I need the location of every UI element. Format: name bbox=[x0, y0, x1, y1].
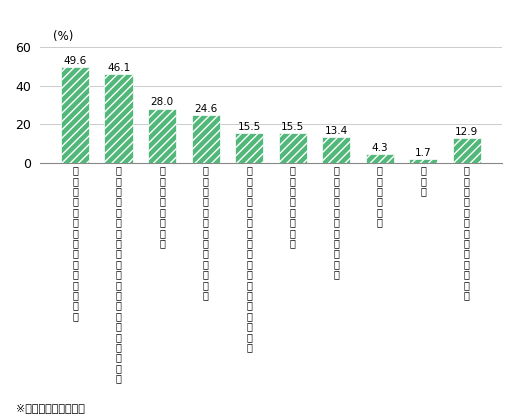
Bar bbox=[453, 138, 481, 163]
Text: 15.5: 15.5 bbox=[281, 122, 305, 132]
Text: 1.7: 1.7 bbox=[415, 148, 432, 158]
Bar bbox=[61, 67, 89, 163]
Text: (%): (%) bbox=[53, 30, 73, 43]
Text: ※自営業を除いた回答: ※自営業を除いた回答 bbox=[16, 403, 84, 413]
Bar bbox=[409, 159, 437, 163]
Text: 13.4: 13.4 bbox=[325, 126, 348, 136]
Text: 46.1: 46.1 bbox=[107, 63, 130, 73]
Bar bbox=[148, 109, 176, 163]
Bar bbox=[279, 133, 307, 163]
Text: 49.6: 49.6 bbox=[64, 56, 87, 66]
Bar bbox=[322, 137, 351, 163]
Bar bbox=[235, 133, 263, 163]
Text: 4.3: 4.3 bbox=[372, 143, 388, 153]
Bar bbox=[366, 154, 394, 163]
Text: 15.5: 15.5 bbox=[237, 122, 261, 132]
Text: 28.0: 28.0 bbox=[150, 98, 174, 107]
Text: 24.6: 24.6 bbox=[194, 104, 217, 114]
Bar bbox=[104, 74, 133, 163]
Bar bbox=[191, 115, 220, 163]
Text: 12.9: 12.9 bbox=[455, 127, 478, 137]
